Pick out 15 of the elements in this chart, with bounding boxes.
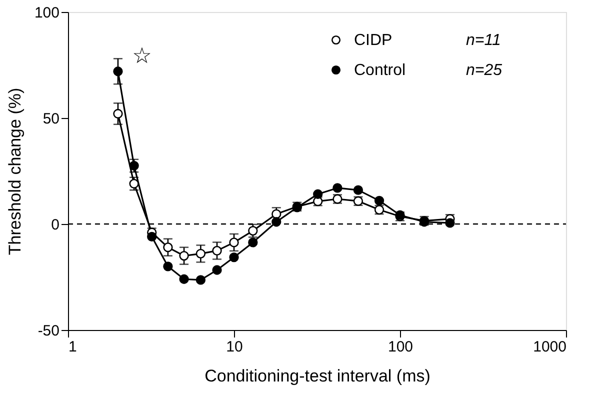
annotation: n=25 xyxy=(466,62,502,79)
legend-label: CIDP xyxy=(354,32,392,49)
annotation: n=11 xyxy=(466,32,501,49)
x-tick-label: 100 xyxy=(388,338,414,356)
x-tick-label: 1 xyxy=(68,338,77,356)
y-tick-label: 0 xyxy=(51,216,60,234)
y-axis-title: Threshold change (%) xyxy=(5,88,24,256)
y-tick-label: 50 xyxy=(42,110,60,128)
x-tick-label: 10 xyxy=(226,338,243,356)
annotation: ☆ xyxy=(132,44,152,69)
y-tick-label: -50 xyxy=(38,322,60,340)
legend-label: Control xyxy=(354,62,406,79)
x-axis-title: Conditioning-test interval (ms) xyxy=(204,366,430,386)
y-tick-label: 100 xyxy=(34,4,60,22)
x-tick-label: 1000 xyxy=(533,338,566,356)
